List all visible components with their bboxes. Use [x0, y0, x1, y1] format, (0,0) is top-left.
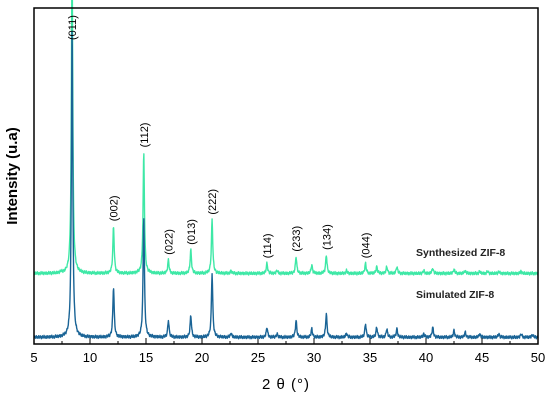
traces [33, 0, 539, 340]
peak-annotations: (011) (002) (112) (022) (013) (222) (114) (233)… [67, 15, 372, 258]
series-line-synthesized [33, 0, 539, 276]
series-labels: Synthesized ZIF-8 Simulated ZIF-8 [416, 247, 505, 301]
x-axis-ticks: 5 10 15 20 25 30 35 40 45 50 [30, 338, 545, 365]
x-tick-label: 5 [30, 350, 37, 365]
peak-label: (022) [163, 229, 175, 255]
x-tick-label: 25 [251, 350, 265, 365]
x-tick-label: 10 [83, 350, 97, 365]
x-tick-label: 50 [531, 350, 545, 365]
peak-label: (114) [262, 233, 274, 258]
x-tick-label: 40 [419, 350, 433, 365]
x-tick-label: 45 [475, 350, 489, 365]
synthesized-series-label: Synthesized ZIF-8 [416, 247, 505, 259]
x-tick-label: 30 [307, 350, 321, 365]
peak-label: (233) [291, 226, 303, 252]
series-line-simulated [33, 31, 539, 340]
peak-label: (044) [361, 233, 373, 259]
y-axis-label: Intensity (u.a) [4, 127, 21, 225]
simulated-series-label: Simulated ZIF-8 [416, 289, 494, 301]
x-tick-label: 15 [139, 350, 153, 365]
plot-frame [33, 7, 539, 345]
peak-label: (134) [321, 224, 333, 250]
peak-label: (222) [207, 189, 219, 215]
peak-label: (112) [139, 123, 151, 148]
peak-label: (002) [109, 195, 121, 221]
x-axis-label: 2 θ (°) [262, 376, 310, 393]
x-tick-label: 35 [363, 350, 377, 365]
x-tick-label: 20 [195, 350, 209, 365]
peak-label: (011) [67, 15, 79, 40]
peak-label: (013) [186, 219, 198, 245]
